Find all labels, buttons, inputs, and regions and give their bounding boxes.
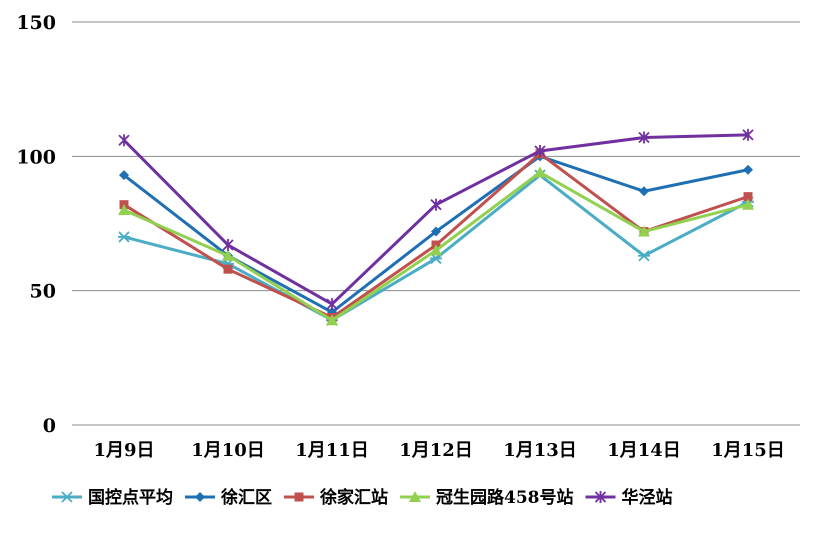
- series-lines: [118, 128, 754, 326]
- y-tick-label: 50: [30, 281, 56, 303]
- y-axis-tick-labels: 0 50 100 150: [16, 12, 56, 437]
- series-4: [118, 166, 754, 326]
- x-tick-label: 1月14日: [607, 440, 681, 461]
- data-point: [639, 186, 649, 197]
- series-2: [119, 151, 753, 318]
- data-point: [534, 144, 546, 157]
- legend-label: 冠生园路458号站: [436, 487, 574, 508]
- x-tick-label: 1月15日: [711, 440, 785, 461]
- data-point: [118, 231, 130, 243]
- data-point: [119, 170, 129, 181]
- gridlines: [72, 21, 800, 426]
- data-point: [118, 204, 130, 216]
- legend-item: 国控点平均: [52, 487, 173, 508]
- series-line: [122, 133, 749, 306]
- x-tick-label: 1月9日: [93, 440, 154, 461]
- data-point: [534, 166, 546, 178]
- series-5: [118, 128, 754, 311]
- x-tick-label: 1月13日: [503, 440, 577, 461]
- data-point: [742, 198, 754, 210]
- data-point: [326, 314, 338, 326]
- data-point: [326, 298, 338, 311]
- legend-marker: [409, 491, 421, 502]
- data-point: [742, 128, 754, 141]
- legend-item: 徐家汇站: [284, 487, 388, 508]
- y-tick-label: 150: [16, 12, 56, 34]
- y-tick-label: 100: [16, 146, 56, 168]
- data-point: [743, 164, 753, 175]
- legend-label: 徐家汇站: [319, 487, 388, 508]
- legend-item: 华泾站: [585, 487, 673, 508]
- y-tick-label: 0: [43, 415, 56, 437]
- legend-label: 华泾站: [622, 487, 673, 508]
- data-point: [431, 226, 441, 237]
- data-point: [430, 244, 442, 256]
- data-point: [638, 225, 650, 237]
- legend: 国控点平均 徐汇区 徐家汇站 冠生园路458号站 华泾站: [52, 487, 673, 508]
- data-point: [638, 250, 650, 262]
- legend-marker: [294, 492, 304, 502]
- legend-marker: [61, 491, 73, 503]
- legend-label: 国控点平均: [88, 487, 173, 508]
- x-axis-tick-labels: 1月9日 1月10日 1月11日 1月12日 1月13日 1月14日 1月15日: [93, 440, 784, 461]
- x-tick-label: 1月11日: [295, 440, 369, 461]
- data-point: [118, 134, 130, 147]
- legend-item: 徐汇区: [185, 487, 272, 508]
- x-tick-label: 1月12日: [399, 440, 473, 461]
- data-point: [222, 249, 234, 261]
- data-point: [743, 192, 753, 202]
- legend-marker: [594, 491, 607, 503]
- data-point: [638, 131, 650, 144]
- data-point: [430, 198, 442, 211]
- legend-label: 徐汇区: [220, 487, 272, 508]
- legend-item: 冠生园路458号站: [400, 487, 574, 508]
- x-tick-label: 1月10日: [191, 440, 265, 461]
- data-point: [223, 264, 233, 274]
- legend-marker: [195, 492, 205, 502]
- data-point: [222, 238, 234, 251]
